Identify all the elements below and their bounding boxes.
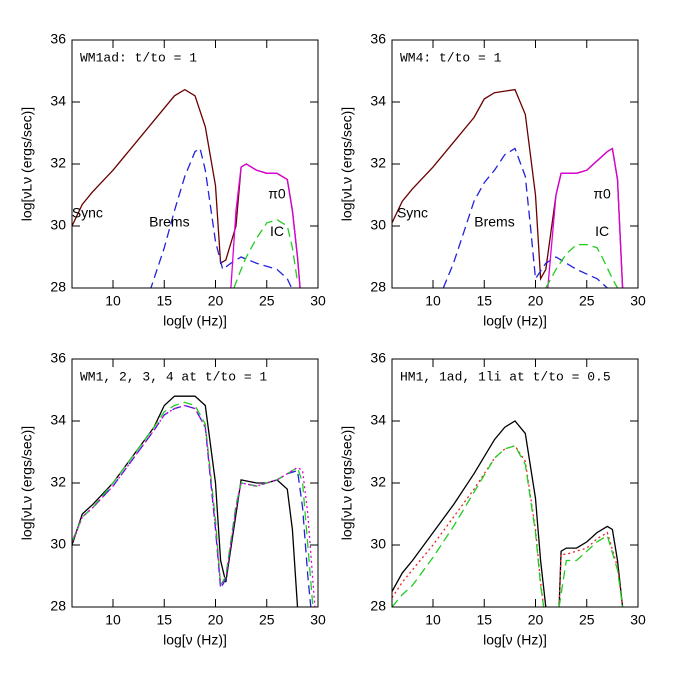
y-tick-label: 32: [370, 155, 386, 171]
x-tick-label: 15: [156, 293, 172, 309]
y-axis-label: log[νLν (ergs/sec)]: [19, 107, 35, 221]
x-tick-label: 20: [528, 612, 544, 628]
plot-frame: [71, 39, 319, 289]
x-axis-label: log[ν (Hz)]: [163, 632, 227, 648]
x-tick-label: 25: [579, 293, 595, 309]
lines: [72, 395, 316, 607]
y-tick-label: 34: [370, 93, 386, 109]
y-tick-label: 30: [370, 536, 386, 552]
y-tick-label: 34: [370, 412, 386, 428]
y-tick-label: 36: [50, 31, 66, 47]
series-line: [392, 445, 624, 607]
y-tick-label: 30: [50, 536, 66, 552]
annotation: IC: [595, 223, 609, 239]
lines: [72, 88, 301, 288]
x-axis-label: log[ν (Hz)]: [483, 632, 547, 648]
y-tick-label: 34: [50, 412, 66, 428]
series-line: [72, 404, 316, 607]
y-tick-label: 28: [50, 279, 66, 295]
y-tick-label: 30: [370, 217, 386, 233]
y-tick-label: 32: [370, 474, 386, 490]
x-tick-label: 10: [105, 612, 121, 628]
series-line: [547, 147, 624, 288]
annotation: Sync: [72, 204, 103, 220]
annotation: Sync: [397, 204, 428, 220]
plot-frame: [391, 358, 639, 608]
x-tick-label: 15: [476, 612, 492, 628]
annotation: IC: [270, 223, 284, 239]
series-line: [72, 401, 314, 607]
panel-title: WM1ad: t/to = 1: [80, 50, 197, 65]
x-tick-label: 25: [579, 612, 595, 628]
x-tick-label: 30: [630, 293, 646, 309]
series-line: [72, 88, 301, 288]
series-line: [442, 147, 608, 288]
series-line: [233, 219, 299, 288]
series-line: [392, 420, 624, 607]
panel: 10 15 20 25 30 28 30 32 34 36 log[ν (Hz)] log[νLν (…: [339, 31, 646, 329]
y-tick-label: 36: [370, 31, 386, 47]
x-tick-label: 30: [630, 612, 646, 628]
series-line: [230, 163, 301, 288]
x-tick-label: 15: [156, 612, 172, 628]
annotation: π0: [268, 186, 286, 202]
panel: 10 15 20 25 30 28 30 32 34 36 log[ν (Hz)] log[νLν (…: [339, 350, 646, 648]
panel: 10 15 20 25 30 28 30 32 34 36 log[ν (Hz)] log[νLν (…: [19, 31, 326, 329]
series-line: [392, 88, 624, 288]
y-tick-label: 36: [50, 350, 66, 366]
x-tick-label: 30: [310, 612, 326, 628]
y-tick-label: 28: [370, 279, 386, 295]
y-tick-label: 28: [370, 598, 386, 614]
x-tick-label: 20: [208, 612, 224, 628]
series-line: [545, 243, 619, 288]
plot-frame: [391, 39, 639, 289]
x-tick-label: 10: [425, 293, 441, 309]
series-line: [392, 445, 624, 607]
annotation: π0: [593, 186, 611, 202]
x-tick-label: 20: [208, 293, 224, 309]
annotation: Brems: [149, 214, 189, 230]
series-line: [72, 404, 312, 607]
x-tick-label: 30: [310, 293, 326, 309]
y-tick-label: 30: [50, 217, 66, 233]
annotation: Brems: [474, 214, 514, 230]
series-line: [150, 147, 293, 288]
y-tick-label: 32: [50, 474, 66, 490]
panel-title: WM4: t/to = 1: [400, 50, 502, 65]
panel: 10 15 20 25 30 28 30 32 34 36 log[ν (Hz)] log[νLν (…: [19, 350, 326, 648]
lines: [392, 88, 624, 288]
lines: [392, 420, 624, 607]
panel-title: HM1, 1ad, 1li at t/to = 0.5: [400, 369, 611, 384]
y-tick-label: 28: [50, 598, 66, 614]
x-tick-label: 10: [425, 612, 441, 628]
x-axis-label: log[ν (Hz)]: [483, 313, 547, 329]
y-tick-label: 32: [50, 155, 66, 171]
series-line: [72, 395, 299, 607]
plot-frame: [71, 358, 319, 608]
y-tick-label: 34: [50, 93, 66, 109]
x-tick-label: 20: [528, 293, 544, 309]
y-tick-label: 36: [370, 350, 386, 366]
y-axis-label: log[νLν (ergs/sec)]: [339, 107, 355, 221]
x-tick-label: 10: [105, 293, 121, 309]
y-axis-label: log[νLν (ergs/sec)]: [19, 426, 35, 540]
panel-title: WM1, 2, 3, 4 at t/to = 1: [80, 369, 267, 384]
y-axis-label: log[νLν (ergs/sec)]: [339, 426, 355, 540]
x-tick-label: 15: [476, 293, 492, 309]
x-tick-label: 25: [259, 293, 275, 309]
x-tick-label: 25: [259, 612, 275, 628]
x-axis-label: log[ν (Hz)]: [163, 313, 227, 329]
